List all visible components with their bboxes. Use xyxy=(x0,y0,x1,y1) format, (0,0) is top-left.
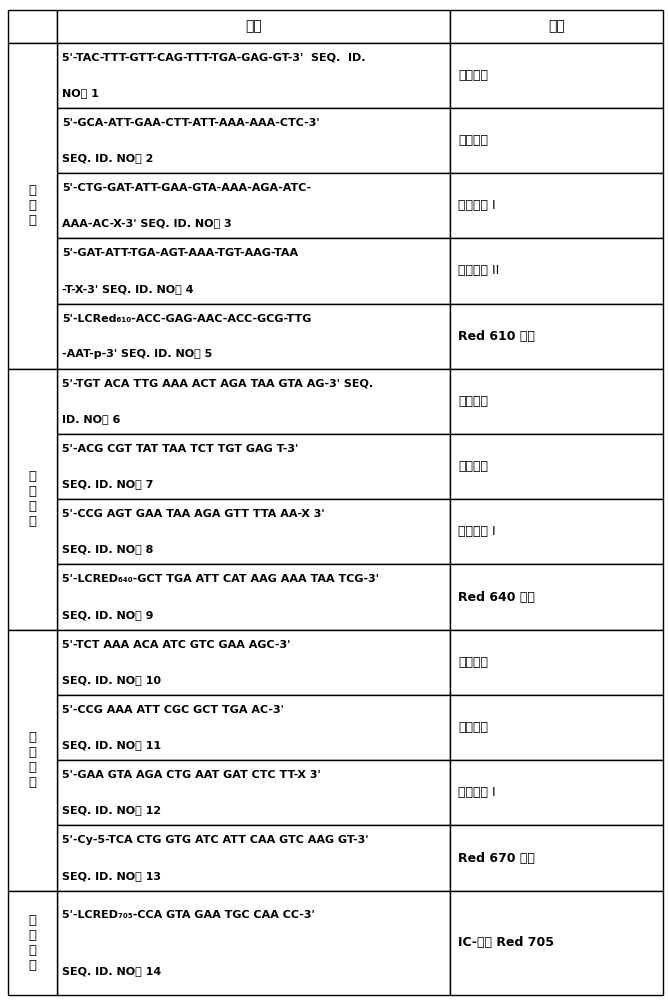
Text: AAA-AC-X-3' SEQ. ID. NO： 3: AAA-AC-X-3' SEQ. ID. NO： 3 xyxy=(62,218,232,228)
Bar xyxy=(57,564,450,630)
Text: 5'-GAT-ATT-TGA-AGT-AAA-TGT-AAG-TAA: 5'-GAT-ATT-TGA-AGT-AAA-TGT-AAG-TAA xyxy=(62,248,299,258)
Text: 5'-LCRED₇₀₅-CCA GTA GAA TGC CAA CC-3': 5'-LCRED₇₀₅-CCA GTA GAA TGC CAA CC-3' xyxy=(62,910,315,920)
Text: 荧光探针 II: 荧光探针 II xyxy=(458,264,499,277)
Bar xyxy=(57,238,450,304)
Text: 反向引物: 反向引物 xyxy=(458,460,488,473)
Bar xyxy=(57,891,450,995)
Bar xyxy=(57,10,450,43)
Bar xyxy=(450,108,663,173)
Text: SEQ. ID. NO： 13: SEQ. ID. NO： 13 xyxy=(62,871,162,881)
Bar xyxy=(57,369,450,434)
Text: -T-X-3' SEQ. ID. NO： 4: -T-X-3' SEQ. ID. NO： 4 xyxy=(62,284,194,294)
Bar xyxy=(57,760,450,825)
Bar xyxy=(57,43,450,108)
Text: NO： 1: NO： 1 xyxy=(62,88,100,98)
Text: SEQ. ID. NO： 12: SEQ. ID. NO： 12 xyxy=(62,805,162,815)
Text: SEQ. ID. NO： 7: SEQ. ID. NO： 7 xyxy=(62,479,154,489)
Text: 肠
球
菌: 肠 球 菌 xyxy=(29,184,37,227)
Text: 5'-CTG-GAT-ATT-GAA-GTA-AAA-AGA-ATC-: 5'-CTG-GAT-ATT-GAA-GTA-AAA-AGA-ATC- xyxy=(62,183,312,193)
Text: 葡
萄
球
菌: 葡 萄 球 菌 xyxy=(29,470,37,528)
Bar xyxy=(450,369,663,434)
Text: SEQ. ID. NO： 8: SEQ. ID. NO： 8 xyxy=(62,544,154,554)
Bar xyxy=(450,173,663,238)
Text: 5'-ACG CGT TAT TAA TCT TGT GAG T-3': 5'-ACG CGT TAT TAA TCT TGT GAG T-3' xyxy=(62,444,299,454)
Text: 5'-TCT AAA ACA ATC GTC GAA AGC-3': 5'-TCT AAA ACA ATC GTC GAA AGC-3' xyxy=(62,640,291,650)
Bar xyxy=(8,43,57,369)
Bar xyxy=(450,10,663,43)
Bar xyxy=(450,891,663,995)
Bar xyxy=(57,108,450,173)
Bar xyxy=(8,630,57,891)
Text: 5'-TAC-TTT-GTT-CAG-TTT-TGA-GAG-GT-3'  SEQ.  ID.: 5'-TAC-TTT-GTT-CAG-TTT-TGA-GAG-GT-3' SEQ… xyxy=(62,53,366,63)
Bar xyxy=(450,564,663,630)
Text: SEQ. ID. NO： 2: SEQ. ID. NO： 2 xyxy=(62,153,154,163)
Bar xyxy=(450,434,663,499)
Bar xyxy=(450,499,663,564)
Text: IC-探针 Red 705: IC-探针 Red 705 xyxy=(458,936,554,949)
Bar xyxy=(450,630,663,695)
Text: 荧光探针 I: 荧光探针 I xyxy=(458,199,496,212)
Bar xyxy=(8,891,57,995)
Bar xyxy=(57,434,450,499)
Bar xyxy=(450,304,663,369)
Bar xyxy=(450,238,663,304)
Bar xyxy=(57,695,450,760)
Text: Red 610 探针: Red 610 探针 xyxy=(458,330,535,343)
Text: ID. NO： 6: ID. NO： 6 xyxy=(62,414,121,424)
Bar xyxy=(57,825,450,891)
Text: 信息: 信息 xyxy=(548,19,564,33)
Text: 5'-GCA-ATT-GAA-CTT-ATT-AAA-AAA-CTC-3': 5'-GCA-ATT-GAA-CTT-ATT-AAA-AAA-CTC-3' xyxy=(62,118,320,128)
Text: 5'-LCRED₆₄₀-GCT TGA ATT CAT AAG AAA TAA TCG-3': 5'-LCRED₆₄₀-GCT TGA ATT CAT AAG AAA TAA … xyxy=(62,574,379,584)
Text: 正向引物: 正向引物 xyxy=(458,69,488,82)
Bar xyxy=(57,304,450,369)
Text: Red 670 探针: Red 670 探针 xyxy=(458,852,535,865)
Bar xyxy=(57,173,450,238)
Bar xyxy=(8,10,57,43)
Text: SEQ. ID. NO： 14: SEQ. ID. NO： 14 xyxy=(62,966,162,976)
Text: 荧光探针 I: 荧光探针 I xyxy=(458,525,496,538)
Text: SEQ. ID. NO： 11: SEQ. ID. NO： 11 xyxy=(62,740,162,750)
Text: 序列: 序列 xyxy=(245,19,262,33)
Text: 正向引物: 正向引物 xyxy=(458,395,488,408)
Text: SEQ. ID. NO： 9: SEQ. ID. NO： 9 xyxy=(62,610,154,620)
Bar xyxy=(8,369,57,630)
Text: Red 640 探针: Red 640 探针 xyxy=(458,591,535,604)
Text: 5'-CCG AAA ATT CGC GCT TGA AC-3': 5'-CCG AAA ATT CGC GCT TGA AC-3' xyxy=(62,705,285,715)
Text: 5'-TGT ACA TTG AAA ACT AGA TAA GTA AG-3' SEQ.: 5'-TGT ACA TTG AAA ACT AGA TAA GTA AG-3'… xyxy=(62,379,373,389)
Text: 正向引物: 正向引物 xyxy=(458,656,488,669)
Bar xyxy=(450,760,663,825)
Text: 反向引物: 反向引物 xyxy=(458,721,488,734)
Text: 5'-GAA GTA AGA CTG AAT GAT CTC TT-X 3': 5'-GAA GTA AGA CTG AAT GAT CTC TT-X 3' xyxy=(62,770,321,780)
Bar xyxy=(450,43,663,108)
Bar xyxy=(450,695,663,760)
Text: 5'-Cy-5-TCA CTG GTG ATC ATT CAA GTC AAG GT-3': 5'-Cy-5-TCA CTG GTG ATC ATT CAA GTC AAG … xyxy=(62,835,369,845)
Text: 反向引物: 反向引物 xyxy=(458,134,488,147)
Text: 5'-LCRed₆₁₀-ACC-GAG-AAC-ACC-GCG-TTG: 5'-LCRed₆₁₀-ACC-GAG-AAC-ACC-GCG-TTG xyxy=(62,314,312,324)
Bar xyxy=(57,630,450,695)
Text: SEQ. ID. NO： 10: SEQ. ID. NO： 10 xyxy=(62,675,162,685)
Text: 5'-CCG AGT GAA TAA AGA GTT TTA AA-X 3': 5'-CCG AGT GAA TAA AGA GTT TTA AA-X 3' xyxy=(62,509,325,519)
Text: 假
单
胞
菌: 假 单 胞 菌 xyxy=(29,731,37,789)
Text: 内
部
对
照: 内 部 对 照 xyxy=(29,914,37,972)
Text: 荧光探针 I: 荧光探针 I xyxy=(458,786,496,799)
Bar xyxy=(57,499,450,564)
Text: -AAT-p-3' SEQ. ID. NO： 5: -AAT-p-3' SEQ. ID. NO： 5 xyxy=(62,349,212,359)
Bar xyxy=(450,825,663,891)
